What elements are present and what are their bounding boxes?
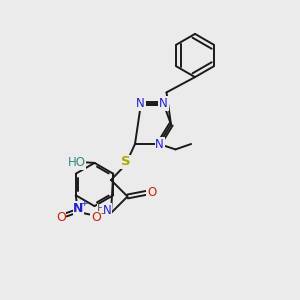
Text: -: - [100,208,103,218]
Text: O: O [56,211,66,224]
Text: N: N [155,138,164,151]
Text: N: N [103,204,112,217]
Text: HO: HO [68,156,85,169]
Text: N: N [73,202,84,215]
Text: H: H [97,204,106,214]
Text: O: O [91,211,101,224]
Text: O: O [147,186,156,200]
Text: S: S [121,155,131,169]
Text: +: + [80,199,88,208]
Text: N: N [136,97,145,110]
Text: N: N [159,97,168,110]
